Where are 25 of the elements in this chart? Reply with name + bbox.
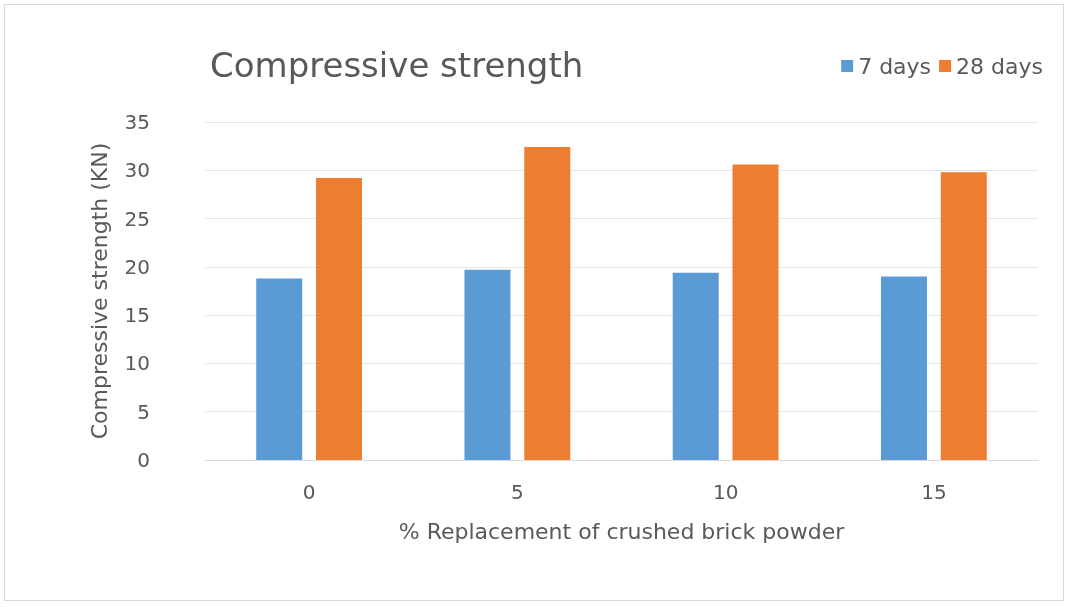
y-axis-title: Compressive strength (KN) (86, 142, 112, 440)
x-tick-label: 10 (712, 480, 739, 504)
bar (256, 278, 303, 460)
bar (464, 269, 511, 460)
y-tick-label: 10 (124, 351, 150, 376)
x-axis-title: % Replacement of crushed brick powder (398, 518, 846, 544)
chart-title: Compressive strength (210, 45, 584, 85)
bar (524, 147, 571, 460)
legend-label: 7 days (858, 53, 932, 79)
bar (940, 172, 987, 460)
x-tick-label: 15 (921, 480, 947, 504)
bar (880, 276, 927, 460)
bar (316, 178, 363, 460)
bar (732, 164, 779, 460)
y-tick-label: 25 (124, 206, 150, 231)
y-tick-label: 35 (124, 110, 150, 134)
y-tick-label: 30 (124, 158, 150, 183)
x-tick-label: 0 (302, 480, 316, 504)
legend-label: 28 days (956, 53, 1044, 79)
y-tick-label: 20 (124, 254, 150, 279)
y-tick-label: 15 (124, 303, 150, 328)
y-tick-label: 5 (137, 399, 150, 424)
x-tick-label: 5 (511, 480, 524, 504)
y-tick-label: 0 (137, 448, 150, 472)
bar (672, 272, 719, 460)
